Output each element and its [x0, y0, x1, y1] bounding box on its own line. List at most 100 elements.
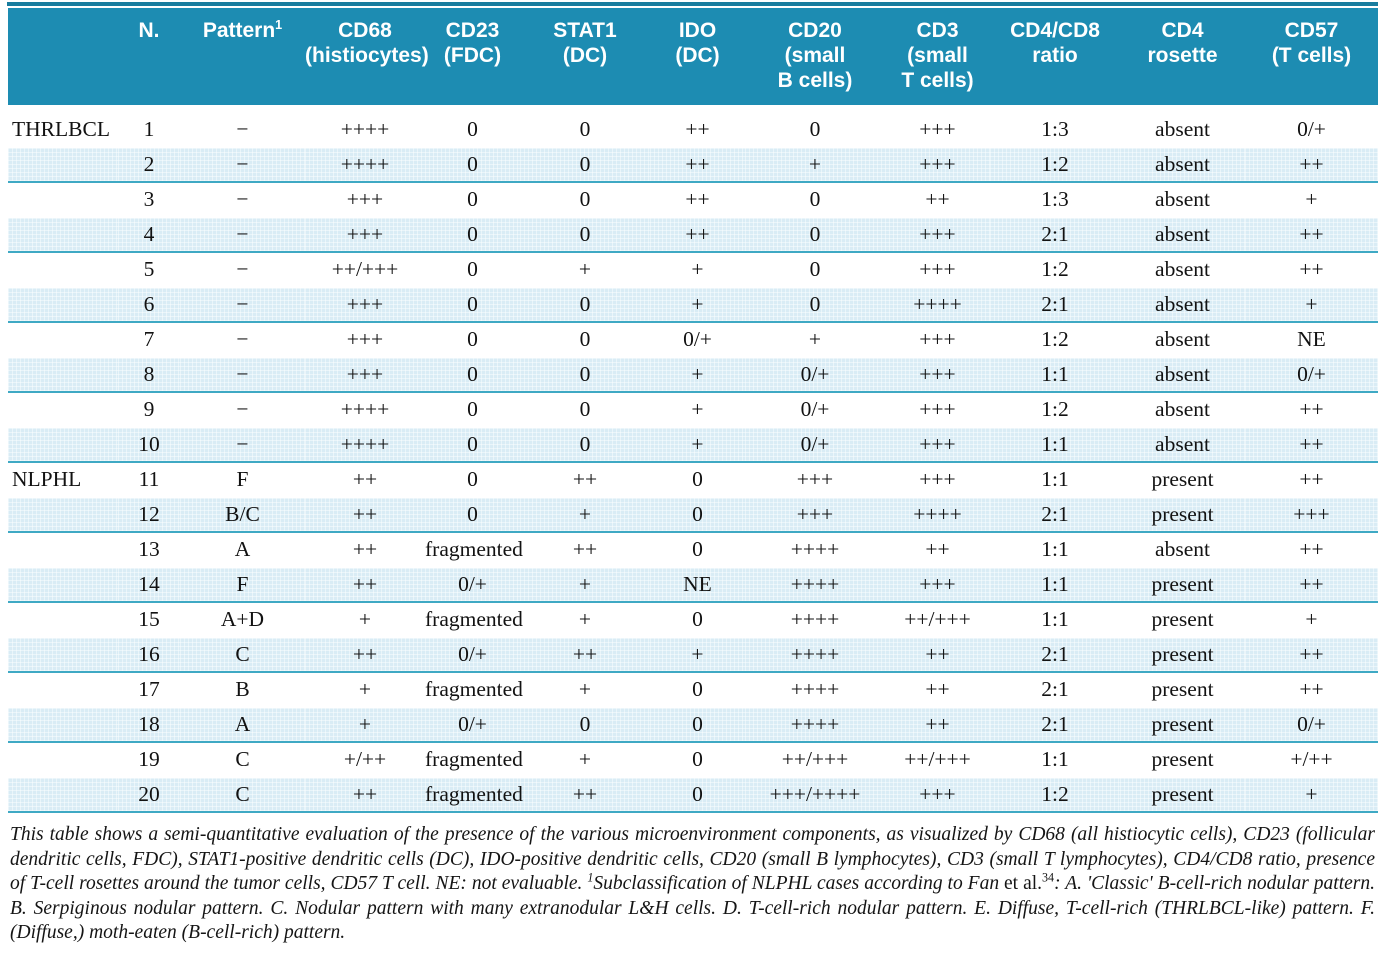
table-row: 4− +++ 0 0 ++ 0 +++ 2:1 absent ++ [8, 216, 1378, 253]
cell-cd3: ++/+++ [904, 747, 971, 771]
cell-cd3: +++ [919, 467, 956, 491]
table-row: 6− +++ 0 0 +0 ++++ 2:1 absent + [8, 286, 1378, 323]
cell-ratio: 2:1 [990, 286, 1120, 323]
cell-pattern: C [180, 776, 305, 813]
cell-group [8, 566, 118, 603]
cell-stat1: 0 [579, 117, 591, 141]
cell-group [8, 252, 118, 287]
cell-group [8, 426, 118, 463]
table-row: 2− ++++ 0 0 ++ + +++ 1:2 absent ++ [8, 146, 1378, 183]
cell-rosette: present [1151, 747, 1214, 771]
footnote-text: et al. [1004, 873, 1043, 894]
cell-cd68: ++/+++ [331, 257, 399, 281]
cell-ido: + [650, 426, 745, 463]
cell-pattern: − [236, 257, 249, 281]
cell-stat1: + [520, 496, 650, 533]
cell-ido: + [650, 356, 745, 393]
footnote-text: This table shows a semi-quantitative eva… [10, 824, 1375, 894]
cell-n: 13 [138, 537, 160, 561]
cell-ido: 0 [692, 677, 703, 701]
cell-ido: 0/+ [683, 327, 712, 351]
cell-ido: ++ [650, 146, 745, 183]
cell-cd3: ++ [885, 636, 990, 673]
cell-cd68: ++++ [305, 426, 425, 463]
cell-cd68: ++ [305, 496, 425, 533]
cell-pattern: F [180, 566, 305, 603]
cell-n: 17 [138, 677, 160, 701]
cell-pattern: F [236, 467, 249, 491]
table-footnote: This table shows a semi-quantitative eva… [10, 823, 1375, 946]
cell-cd20: 0/+ [745, 356, 885, 393]
cell-cd23: fragmented [425, 677, 523, 701]
cell-pattern: − [236, 187, 249, 211]
cell-ido: ++ [685, 117, 710, 141]
cell-cd23: 0 [467, 467, 478, 491]
cell-group [8, 706, 118, 743]
cell-cd57: ++ [1299, 677, 1324, 701]
cell-ido: ++ [685, 187, 710, 211]
cell-ido: 0 [692, 467, 703, 491]
table-row: 15 A+D + fragmented +0 ++++ ++/+++ 1:1 present + [8, 602, 1378, 637]
table-row: 13 A ++ fragmented ++ 0 ++++ ++ 1:1 absent ++ [8, 532, 1378, 567]
cell-cd3: +++ [919, 257, 956, 281]
table-row: 20 C ++ fragmented ++ 0 +++/++++ +++ 1:2 present + [8, 776, 1378, 813]
column-header-cd20: CD20 (small B cells) [745, 8, 885, 113]
cell-cd20: ++++ [790, 537, 840, 561]
cell-ido: ++ [650, 216, 745, 253]
cell-cd68: + [305, 706, 425, 743]
cell-pattern: A [234, 537, 251, 561]
top-rule [7, 2, 1378, 6]
cell-group [8, 532, 118, 567]
cell-rosette: present [1120, 636, 1245, 673]
cell-rosette: absent [1155, 397, 1210, 421]
footnote-superscript: 1 [587, 870, 594, 885]
cell-stat1: + [578, 747, 592, 771]
cell-cd20: + [808, 327, 822, 351]
cell-rosette: present [1120, 566, 1245, 603]
cell-cd57: ++ [1245, 216, 1378, 253]
cell-cd68: +++ [305, 216, 425, 253]
cell-rosette: absent [1155, 187, 1210, 211]
cell-cd57: ++ [1299, 257, 1324, 281]
cell-stat1: 0 [520, 426, 650, 463]
cell-ido: + [691, 397, 704, 421]
cell-ido: NE [650, 566, 745, 603]
cell-pattern: A [180, 706, 305, 743]
cell-cd68: ++++ [340, 397, 390, 421]
cell-cd57: ++ [1299, 537, 1324, 561]
table-row: 9 − ++++ 0 0 +0/+ +++ 1:2 absent ++ [8, 392, 1378, 427]
cell-n: 7 [143, 327, 155, 351]
cell-cd68: +/++ [343, 747, 387, 771]
cell-stat1: + [578, 677, 592, 701]
cell-cd57: ++ [1299, 467, 1324, 491]
cell-pattern: − [180, 356, 305, 393]
cell-stat1: 0 [579, 187, 591, 211]
cell-cd23: 0 [425, 356, 520, 393]
cell-group [8, 356, 118, 393]
cell-cd68: ++++ [305, 146, 425, 183]
cell-cd68: ++ [352, 537, 378, 561]
cell-ido: 0 [692, 747, 703, 771]
cell-ido: 0 [650, 496, 745, 533]
cell-stat1: ++ [572, 467, 598, 491]
table-row: 10− ++++ 0 0 +0/+ +++ 1:1 absent ++ [8, 426, 1378, 463]
cell-cd3: ++ [925, 537, 950, 561]
cell-group [8, 146, 118, 183]
cell-cd23: 0 [467, 257, 478, 281]
cell-ido: 0 [692, 607, 703, 631]
cell-cd57: + [1245, 286, 1378, 323]
cell-group [8, 636, 118, 673]
cell-stat1: ++ [572, 537, 598, 561]
cell-ratio: 1:1 [990, 566, 1120, 603]
cell-ratio: 1:1 [1041, 537, 1069, 561]
cell-cd20: ++/+++ [781, 747, 849, 771]
cell-cd68: +++ [346, 327, 384, 351]
cell-cd3: ++ [885, 706, 990, 743]
cell-pattern: C [180, 636, 305, 673]
cell-rosette: absent [1120, 286, 1245, 323]
cell-rosette: absent [1155, 327, 1210, 351]
cell-cd23: fragmented [425, 747, 523, 771]
table-header: N. Pattern1 CD68 (histiocytes) CD23 (FDC) STAT… [8, 8, 1378, 113]
cell-ido: 0 [692, 537, 703, 561]
cell-n: 8 [118, 356, 180, 393]
